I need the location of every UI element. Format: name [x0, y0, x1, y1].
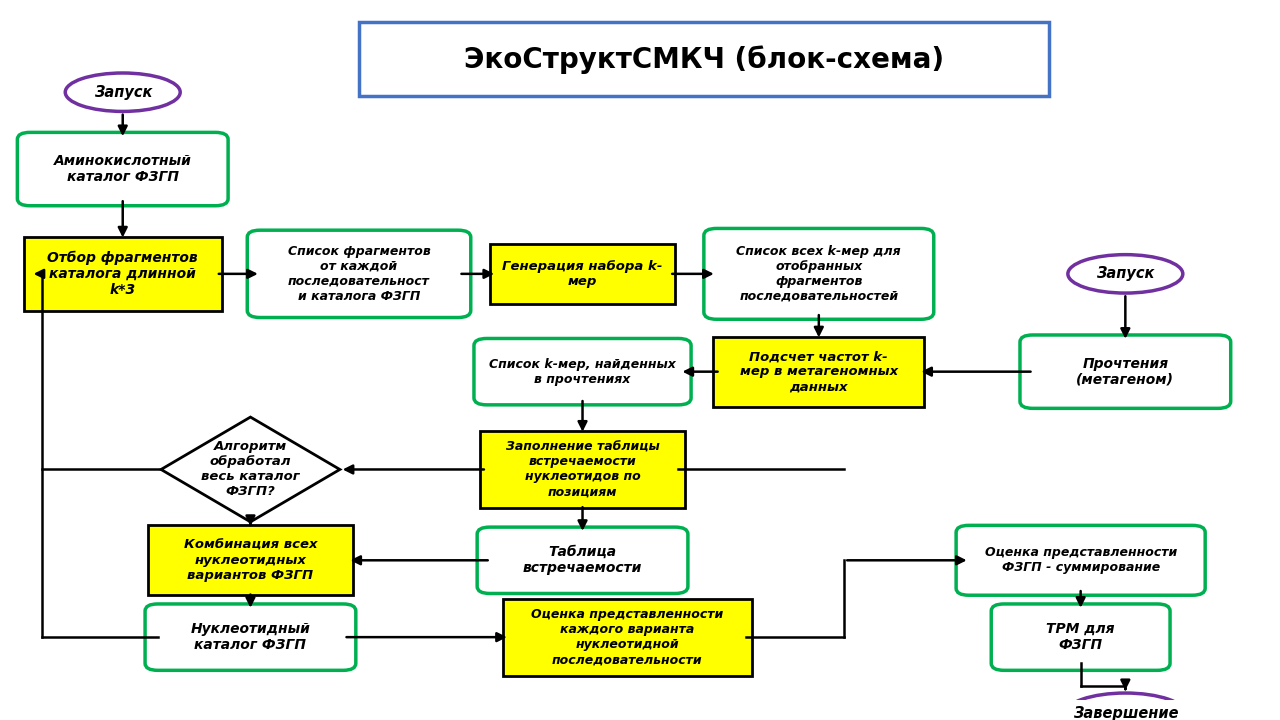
FancyBboxPatch shape	[713, 337, 924, 407]
Text: Таблица
встречаемости: Таблица встречаемости	[522, 545, 643, 575]
Text: Подсчет частот k-
мер в метагеномных
данных: Подсчет частот k- мер в метагеномных дан…	[740, 350, 897, 393]
FancyBboxPatch shape	[358, 22, 1048, 96]
FancyBboxPatch shape	[503, 599, 751, 675]
Text: Прочтения
(метагеном): Прочтения (метагеном)	[1076, 356, 1174, 387]
FancyBboxPatch shape	[474, 338, 691, 405]
Text: Запуск: Запуск	[93, 85, 152, 99]
FancyBboxPatch shape	[991, 604, 1170, 670]
Text: Завершение: Завершение	[1073, 706, 1178, 720]
FancyBboxPatch shape	[247, 230, 471, 318]
Ellipse shape	[1065, 693, 1187, 720]
FancyBboxPatch shape	[480, 431, 685, 508]
Text: Генерация набора k-
мер: Генерация набора k- мер	[502, 260, 663, 288]
Text: Заполнение таблицы
встречаемости
нуклеотидов по
позициям: Заполнение таблицы встречаемости нуклеот…	[506, 441, 659, 498]
FancyBboxPatch shape	[490, 244, 675, 304]
Text: ЭкоСтруктСМКЧ (блок-схема): ЭкоСтруктСМКЧ (блок-схема)	[463, 45, 943, 73]
Text: ТРМ для
ФЗГП: ТРМ для ФЗГП	[1046, 622, 1115, 652]
Text: Комбинация всех
нуклеотидных
вариантов ФЗГП: Комбинация всех нуклеотидных вариантов Ф…	[184, 539, 317, 582]
Text: Список k-мер, найденных
в прочтениях: Список k-мер, найденных в прочтениях	[489, 358, 676, 386]
FancyBboxPatch shape	[956, 526, 1206, 595]
Ellipse shape	[1068, 255, 1183, 293]
FancyBboxPatch shape	[18, 132, 228, 206]
Text: Аминокислотный
каталог ФЗГП: Аминокислотный каталог ФЗГП	[54, 154, 192, 184]
FancyBboxPatch shape	[148, 526, 352, 595]
Text: Оценка представленности
ФЗГП - суммирование: Оценка представленности ФЗГП - суммирова…	[984, 546, 1176, 575]
Text: Нуклеотидный
каталог ФЗГП: Нуклеотидный каталог ФЗГП	[191, 622, 310, 652]
FancyBboxPatch shape	[1020, 335, 1230, 408]
Text: Список всех k-мер для
отобранных
фрагментов
последовательностей: Список всех k-мер для отобранных фрагмен…	[736, 245, 901, 303]
Polygon shape	[161, 417, 340, 522]
FancyBboxPatch shape	[145, 604, 356, 670]
Text: Запуск: Запуск	[1096, 266, 1155, 282]
Text: Отбор фрагментов
каталога длинной
k*3: Отбор фрагментов каталога длинной k*3	[47, 251, 198, 297]
Text: Список фрагментов
от каждой
последовательност
и каталога ФЗГП: Список фрагментов от каждой последовател…	[288, 245, 430, 303]
FancyBboxPatch shape	[24, 237, 221, 310]
FancyBboxPatch shape	[704, 228, 934, 319]
FancyBboxPatch shape	[477, 527, 687, 593]
Text: Оценка представленности
каждого варианта
нуклеотидной
последовательности: Оценка представленности каждого варианта…	[531, 608, 723, 666]
Text: Алгоритм
обработал
весь каталог
ФЗГП?: Алгоритм обработал весь каталог ФЗГП?	[201, 441, 300, 498]
Ellipse shape	[65, 73, 180, 112]
